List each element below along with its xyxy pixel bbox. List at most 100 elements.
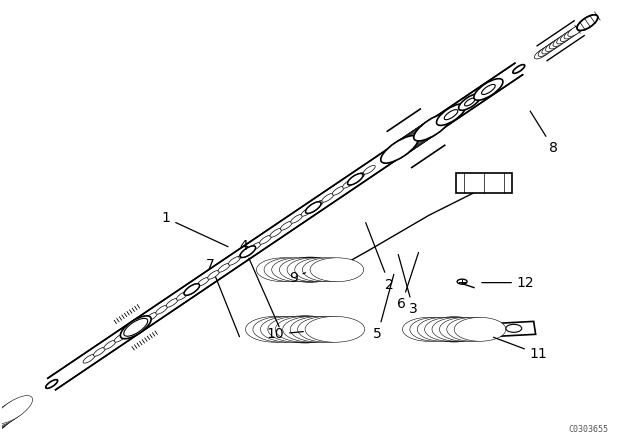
Ellipse shape — [457, 279, 467, 284]
Ellipse shape — [404, 120, 442, 147]
Ellipse shape — [432, 318, 484, 341]
Ellipse shape — [440, 318, 491, 341]
Ellipse shape — [156, 306, 168, 314]
Ellipse shape — [0, 406, 17, 435]
Ellipse shape — [399, 123, 437, 151]
Text: 9: 9 — [289, 271, 305, 284]
Ellipse shape — [45, 379, 58, 388]
Text: 3: 3 — [398, 254, 418, 316]
Ellipse shape — [184, 284, 200, 295]
Ellipse shape — [417, 318, 469, 341]
Ellipse shape — [564, 27, 579, 39]
Ellipse shape — [240, 246, 255, 258]
Ellipse shape — [272, 258, 325, 282]
Ellipse shape — [218, 263, 230, 272]
Ellipse shape — [298, 316, 357, 342]
Text: 5: 5 — [373, 274, 394, 341]
FancyBboxPatch shape — [456, 173, 512, 193]
Ellipse shape — [260, 316, 320, 342]
Ellipse shape — [296, 264, 324, 276]
Text: 1: 1 — [161, 211, 228, 247]
Ellipse shape — [301, 207, 313, 216]
Ellipse shape — [0, 408, 15, 436]
Ellipse shape — [409, 116, 447, 144]
Ellipse shape — [412, 115, 449, 142]
Ellipse shape — [287, 258, 340, 282]
Ellipse shape — [305, 316, 365, 342]
Text: 6: 6 — [397, 253, 419, 311]
Ellipse shape — [0, 415, 4, 443]
Ellipse shape — [364, 165, 375, 174]
Ellipse shape — [177, 292, 188, 300]
Ellipse shape — [249, 242, 261, 251]
Ellipse shape — [124, 319, 148, 336]
Ellipse shape — [0, 412, 8, 440]
Ellipse shape — [0, 398, 29, 426]
Ellipse shape — [542, 43, 557, 54]
Ellipse shape — [577, 15, 598, 30]
Ellipse shape — [246, 316, 305, 342]
Ellipse shape — [385, 133, 423, 160]
Ellipse shape — [381, 136, 419, 163]
Ellipse shape — [561, 30, 576, 41]
Ellipse shape — [275, 316, 335, 342]
Ellipse shape — [545, 40, 561, 52]
Ellipse shape — [284, 258, 337, 282]
Ellipse shape — [538, 45, 554, 56]
Ellipse shape — [312, 200, 323, 209]
Ellipse shape — [348, 173, 363, 185]
Ellipse shape — [187, 284, 199, 293]
Ellipse shape — [322, 194, 333, 202]
Ellipse shape — [280, 258, 333, 282]
Ellipse shape — [305, 202, 321, 213]
Ellipse shape — [553, 35, 568, 47]
Ellipse shape — [413, 113, 451, 141]
Ellipse shape — [228, 256, 240, 265]
Text: 11: 11 — [493, 337, 547, 361]
Text: 4: 4 — [239, 239, 279, 327]
Ellipse shape — [436, 104, 465, 125]
Ellipse shape — [353, 172, 365, 181]
Text: 2: 2 — [365, 223, 394, 292]
Ellipse shape — [513, 65, 525, 73]
Ellipse shape — [0, 396, 33, 423]
Ellipse shape — [268, 316, 328, 342]
Text: 10: 10 — [266, 327, 303, 341]
Ellipse shape — [465, 98, 475, 106]
Text: 12: 12 — [482, 276, 534, 290]
Ellipse shape — [342, 179, 355, 188]
Ellipse shape — [383, 134, 420, 162]
Ellipse shape — [0, 404, 20, 432]
Ellipse shape — [240, 246, 255, 258]
Ellipse shape — [291, 215, 303, 223]
Ellipse shape — [302, 258, 356, 282]
Ellipse shape — [310, 258, 364, 282]
Ellipse shape — [577, 15, 598, 30]
Ellipse shape — [454, 318, 506, 341]
Ellipse shape — [145, 312, 157, 321]
Ellipse shape — [295, 258, 348, 282]
Ellipse shape — [0, 413, 8, 431]
Ellipse shape — [506, 324, 522, 332]
Ellipse shape — [275, 316, 335, 342]
Ellipse shape — [403, 318, 454, 341]
Ellipse shape — [283, 316, 342, 342]
Ellipse shape — [207, 271, 220, 279]
Ellipse shape — [93, 348, 106, 356]
Ellipse shape — [390, 129, 428, 157]
Polygon shape — [478, 321, 536, 337]
Ellipse shape — [0, 409, 12, 437]
Ellipse shape — [184, 284, 200, 295]
Ellipse shape — [444, 110, 458, 120]
Ellipse shape — [534, 47, 550, 59]
Ellipse shape — [557, 33, 572, 44]
Ellipse shape — [397, 125, 435, 152]
Ellipse shape — [447, 318, 499, 341]
Ellipse shape — [239, 250, 251, 258]
Ellipse shape — [264, 258, 317, 282]
Ellipse shape — [305, 202, 321, 213]
Ellipse shape — [280, 221, 292, 230]
Ellipse shape — [332, 186, 344, 195]
Ellipse shape — [402, 121, 440, 149]
Text: 8: 8 — [530, 111, 558, 155]
